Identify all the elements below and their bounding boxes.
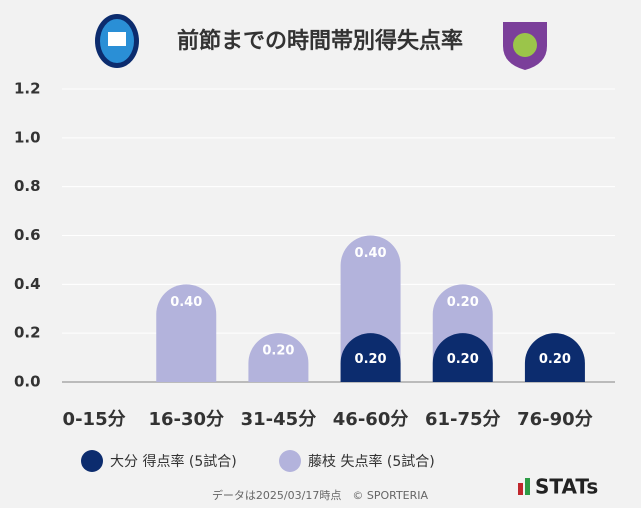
y-tick-label: 0.8 xyxy=(14,177,41,195)
chart-title: 前節までの時間帯別得失点率 xyxy=(177,28,463,54)
y-tick-label: 0.2 xyxy=(14,324,41,342)
brand: STATs xyxy=(535,475,598,499)
home-logo xyxy=(95,14,139,68)
bar xyxy=(524,333,585,382)
bar xyxy=(248,333,309,382)
away-logo xyxy=(503,22,547,70)
value-label: 0.20 xyxy=(262,344,294,359)
bar xyxy=(340,333,401,382)
y-tick-label: 1.0 xyxy=(14,128,41,146)
legend-label: 大分 得点率 (5試合) xyxy=(110,453,237,470)
x-tick-label: 31-45分 xyxy=(241,409,317,430)
brand-icon xyxy=(518,483,523,495)
value-label: 0.20 xyxy=(355,352,387,367)
y-tick-label: 0.0 xyxy=(14,373,41,391)
x-tick-label: 0-15分 xyxy=(63,409,126,430)
y-tick-label: 0.4 xyxy=(14,275,41,293)
brand-icon xyxy=(525,478,530,495)
value-label: 0.40 xyxy=(170,295,202,310)
legend-label: 藤枝 失点率 (5試合) xyxy=(308,453,435,470)
x-tick-label: 16-30分 xyxy=(148,409,224,430)
legend-swatch xyxy=(279,450,301,472)
value-label: 0.20 xyxy=(539,352,571,367)
footer: データは2025/03/17時点 © SPORTERIA xyxy=(212,488,429,502)
x-tick-label: 46-60分 xyxy=(333,409,409,430)
bar xyxy=(432,333,493,382)
value-label: 0.20 xyxy=(447,295,479,310)
legend-swatch xyxy=(81,450,103,472)
bar xyxy=(156,284,217,382)
x-tick-label: 76-90分 xyxy=(517,409,593,430)
value-label: 0.20 xyxy=(447,352,479,367)
value-label: 0.40 xyxy=(355,246,387,261)
y-tick-label: 0.6 xyxy=(14,226,41,244)
y-tick-label: 1.2 xyxy=(14,80,41,98)
x-tick-label: 61-75分 xyxy=(425,409,501,430)
